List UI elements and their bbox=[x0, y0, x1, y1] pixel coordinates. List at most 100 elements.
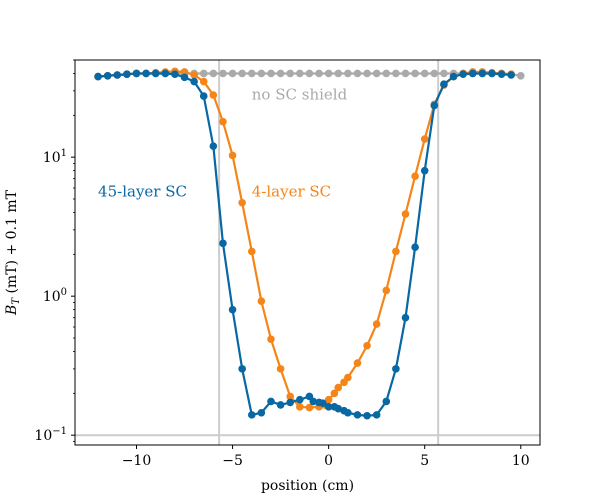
data-point bbox=[516, 71, 525, 80]
data-point bbox=[142, 69, 150, 78]
annotation-label: 45-layer SC bbox=[98, 183, 187, 201]
data-point bbox=[334, 383, 343, 392]
data-point bbox=[219, 239, 227, 248]
data-point bbox=[459, 70, 467, 79]
data-point bbox=[363, 69, 371, 78]
data-point bbox=[228, 305, 237, 314]
data-point bbox=[228, 69, 237, 78]
y-axis-label: BT (mT) + 0.1 mT bbox=[4, 189, 22, 316]
data-point bbox=[392, 69, 400, 78]
x-tick-label: 10 bbox=[512, 453, 530, 469]
data-point bbox=[267, 397, 275, 406]
data-point bbox=[497, 70, 506, 79]
data-point bbox=[219, 69, 227, 78]
data-point bbox=[324, 403, 333, 411]
data-point bbox=[430, 69, 439, 78]
data-point bbox=[440, 69, 448, 78]
data-point bbox=[94, 72, 102, 81]
data-point bbox=[161, 69, 170, 78]
annotations-layer: no SC shield 45-layer SC 4-layer SC bbox=[98, 85, 348, 200]
series-1 bbox=[94, 67, 515, 412]
data-point bbox=[392, 247, 400, 256]
data-point bbox=[199, 92, 208, 100]
data-point bbox=[123, 70, 131, 79]
data-point bbox=[319, 399, 327, 407]
data-point bbox=[286, 398, 295, 407]
data-point bbox=[382, 397, 391, 406]
data-point bbox=[334, 404, 343, 413]
data-point bbox=[103, 71, 112, 80]
data-point bbox=[180, 73, 189, 82]
data-point bbox=[411, 69, 419, 78]
x-tick-label: −5 bbox=[222, 453, 243, 469]
data-point bbox=[228, 151, 237, 160]
data-point bbox=[113, 71, 122, 79]
data-point bbox=[401, 210, 410, 218]
data-point bbox=[132, 69, 141, 78]
ticks-layer: −10 −5 0 5 10 10−1 100 101 bbox=[34, 59, 530, 469]
data-point bbox=[478, 69, 487, 78]
data-point bbox=[411, 172, 419, 180]
data-point bbox=[372, 411, 381, 419]
data-point bbox=[449, 72, 458, 81]
data-point bbox=[392, 365, 400, 373]
data-point bbox=[238, 365, 246, 373]
data-point bbox=[286, 392, 295, 401]
data-point bbox=[324, 69, 333, 78]
data-point bbox=[209, 69, 218, 78]
data-point bbox=[180, 68, 189, 76]
data-point bbox=[209, 91, 218, 99]
data-point bbox=[430, 101, 439, 110]
y-axis-label-subscript: T bbox=[11, 297, 22, 305]
y-tick-label: 100 bbox=[43, 287, 67, 305]
y-axis-label-symbol: B bbox=[4, 305, 20, 316]
x-tick-label: −10 bbox=[122, 453, 152, 469]
data-point bbox=[372, 320, 381, 328]
data-point bbox=[382, 286, 391, 295]
data-point bbox=[353, 359, 362, 367]
data-point bbox=[305, 403, 314, 412]
data-point bbox=[420, 166, 429, 175]
data-point bbox=[382, 69, 391, 78]
data-point bbox=[257, 297, 266, 306]
data-point bbox=[309, 397, 318, 406]
data-point bbox=[411, 243, 419, 252]
data-point bbox=[267, 69, 275, 78]
data-point bbox=[353, 69, 362, 78]
data-point bbox=[296, 69, 304, 78]
data-point bbox=[296, 403, 304, 411]
data-point bbox=[247, 411, 256, 419]
data-point bbox=[305, 69, 314, 78]
data-point bbox=[324, 395, 333, 404]
data-point bbox=[276, 365, 285, 373]
data-point bbox=[353, 411, 362, 419]
data-point bbox=[190, 71, 198, 79]
data-point bbox=[468, 69, 477, 78]
x-axis-label: position (cm) bbox=[261, 478, 354, 494]
data-point bbox=[401, 69, 410, 78]
data-point bbox=[247, 247, 256, 256]
data-point bbox=[334, 69, 343, 78]
reference-lines bbox=[75, 60, 540, 445]
y-tick-label: 10−1 bbox=[34, 426, 67, 444]
x-tick-label: 5 bbox=[420, 453, 429, 469]
data-point bbox=[363, 411, 371, 420]
data-point bbox=[209, 142, 218, 150]
y-axis-label-rest: (mT) + 0.1 mT bbox=[4, 189, 20, 298]
series-line bbox=[97, 72, 512, 417]
y-tick-label: 101 bbox=[43, 148, 67, 166]
data-point bbox=[363, 341, 371, 350]
data-point bbox=[257, 408, 266, 417]
annotation-label: 4-layer SC bbox=[252, 183, 331, 201]
data-point bbox=[171, 70, 179, 79]
data-point bbox=[344, 373, 352, 382]
data-point bbox=[344, 69, 352, 78]
data-point bbox=[199, 77, 208, 86]
annotation-label: no SC shield bbox=[252, 85, 348, 103]
data-point bbox=[440, 80, 448, 88]
data-point bbox=[238, 198, 246, 207]
data-point bbox=[344, 408, 352, 417]
series-2 bbox=[94, 69, 515, 420]
data-point bbox=[420, 69, 429, 78]
